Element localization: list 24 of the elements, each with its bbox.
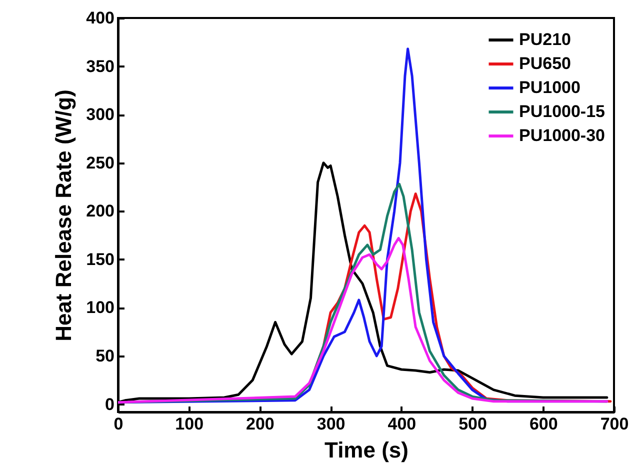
- x-axis-title: Time (s): [324, 438, 408, 462]
- y-tick-label: 50: [96, 346, 114, 366]
- y-tick-label: 200: [86, 202, 114, 221]
- line-series: [118, 236, 608, 404]
- x-tick-label: 300: [316, 414, 346, 434]
- y-tick-label: 350: [86, 56, 114, 76]
- x-tick-label: 400: [388, 414, 416, 434]
- legend-label: PU1000-15: [519, 102, 606, 121]
- y-tick-label: 400: [86, 8, 114, 28]
- x-tick-label: 200: [246, 414, 274, 434]
- y-axis-title: Heat Release Rate (W/g): [51, 90, 76, 342]
- y-tick-label: 100: [86, 298, 114, 318]
- x-tick-label: 700: [600, 414, 629, 434]
- legend-label: PU650: [519, 54, 571, 73]
- y-tick-label: 150: [86, 250, 114, 269]
- y-tick-label: 300: [86, 105, 114, 124]
- x-tick-label: 600: [529, 414, 558, 434]
- legend-label: PU1000: [519, 78, 580, 97]
- y-tick-label: 250: [86, 153, 114, 172]
- x-tick-label: 500: [458, 414, 487, 434]
- x-tick-label: 100: [175, 414, 204, 434]
- y-tick-label: 0: [105, 394, 114, 414]
- legend-label: PU1000-30: [519, 126, 606, 145]
- legend-label: PU210: [519, 30, 571, 49]
